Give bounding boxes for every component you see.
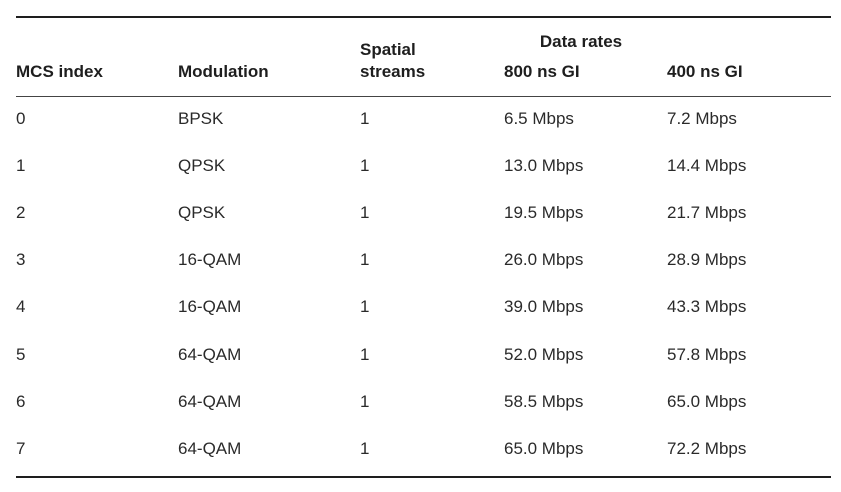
table-row: 6 64-QAM 1 58.5 Mbps 65.0 Mbps xyxy=(0,390,841,414)
cell-modulation: 16-QAM xyxy=(178,297,242,316)
header-spatial-line1: Spatial xyxy=(360,40,416,59)
cell-rate-800ns: 39.0 Mbps xyxy=(504,297,584,316)
table-row: 4 16-QAM 1 39.0 Mbps 43.3 Mbps xyxy=(0,295,841,319)
header-800ns-gi: 800 ns GI xyxy=(504,62,580,81)
table-row: 3 16-QAM 1 26.0 Mbps 28.9 Mbps xyxy=(0,248,841,272)
cell-rate-400ns: 14.4 Mbps xyxy=(667,156,747,175)
cell-spatial-streams: 1 xyxy=(360,345,370,364)
cell-modulation: 16-QAM xyxy=(178,250,242,269)
table-row: 0 BPSK 1 6.5 Mbps 7.2 Mbps xyxy=(0,107,841,131)
cell-spatial-streams: 1 xyxy=(360,250,370,269)
cell-rate-800ns: 52.0 Mbps xyxy=(504,345,584,364)
cell-rate-400ns: 65.0 Mbps xyxy=(667,392,747,411)
cell-mcs-index: 3 xyxy=(16,250,26,269)
cell-spatial-streams: 1 xyxy=(360,297,370,316)
cell-rate-800ns: 6.5 Mbps xyxy=(504,109,574,128)
cell-spatial-streams: 1 xyxy=(360,156,370,175)
cell-modulation: QPSK xyxy=(178,156,226,175)
cell-rate-400ns: 72.2 Mbps xyxy=(667,439,747,458)
cell-modulation: BPSK xyxy=(178,109,224,128)
cell-rate-400ns: 57.8 Mbps xyxy=(667,345,747,364)
header-group-data-rates: Data rates xyxy=(504,31,764,53)
cell-rate-800ns: 26.0 Mbps xyxy=(504,250,584,269)
cell-spatial-streams: 1 xyxy=(360,392,370,411)
header-modulation: Modulation xyxy=(178,62,269,81)
cell-spatial-streams: 1 xyxy=(360,439,370,458)
cell-rate-400ns: 28.9 Mbps xyxy=(667,250,747,269)
cell-rate-800ns: 58.5 Mbps xyxy=(504,392,584,411)
cell-rate-400ns: 7.2 Mbps xyxy=(667,109,737,128)
header-mcs-index: MCS index xyxy=(16,62,103,81)
cell-mcs-index: 1 xyxy=(16,156,26,175)
cell-rate-400ns: 21.7 Mbps xyxy=(667,203,747,222)
cell-modulation: 64-QAM xyxy=(178,345,242,364)
header-rule xyxy=(16,96,831,97)
cell-rate-800ns: 19.5 Mbps xyxy=(504,203,584,222)
table-row: 1 QPSK 1 13.0 Mbps 14.4 Mbps xyxy=(0,154,841,178)
header-400ns-gi: 400 ns GI xyxy=(667,62,743,81)
cell-modulation: 64-QAM xyxy=(178,439,242,458)
cell-mcs-index: 0 xyxy=(16,109,26,128)
cell-mcs-index: 5 xyxy=(16,345,26,364)
cell-mcs-index: 4 xyxy=(16,297,26,316)
cell-mcs-index: 2 xyxy=(16,203,26,222)
table-row: 2 QPSK 1 19.5 Mbps 21.7 Mbps xyxy=(0,201,841,225)
cell-mcs-index: 7 xyxy=(16,439,26,458)
table-top-rule xyxy=(16,16,831,18)
header-group-data-rates-label: Data rates xyxy=(539,32,623,51)
header-spatial-line2: streams xyxy=(360,62,426,81)
cell-rate-400ns: 43.3 Mbps xyxy=(667,297,747,316)
cell-rate-800ns: 13.0 Mbps xyxy=(504,156,584,175)
cell-mcs-index: 6 xyxy=(16,392,26,411)
cell-rate-800ns: 65.0 Mbps xyxy=(504,439,584,458)
table-bottom-rule xyxy=(16,476,831,478)
table-row: 5 64-QAM 1 52.0 Mbps 57.8 Mbps xyxy=(0,343,841,367)
cell-modulation: 64-QAM xyxy=(178,392,242,411)
cell-spatial-streams: 1 xyxy=(360,109,370,128)
cell-spatial-streams: 1 xyxy=(360,203,370,222)
table-row: 7 64-QAM 1 65.0 Mbps 72.2 Mbps xyxy=(0,437,841,461)
cell-modulation: QPSK xyxy=(178,203,226,222)
